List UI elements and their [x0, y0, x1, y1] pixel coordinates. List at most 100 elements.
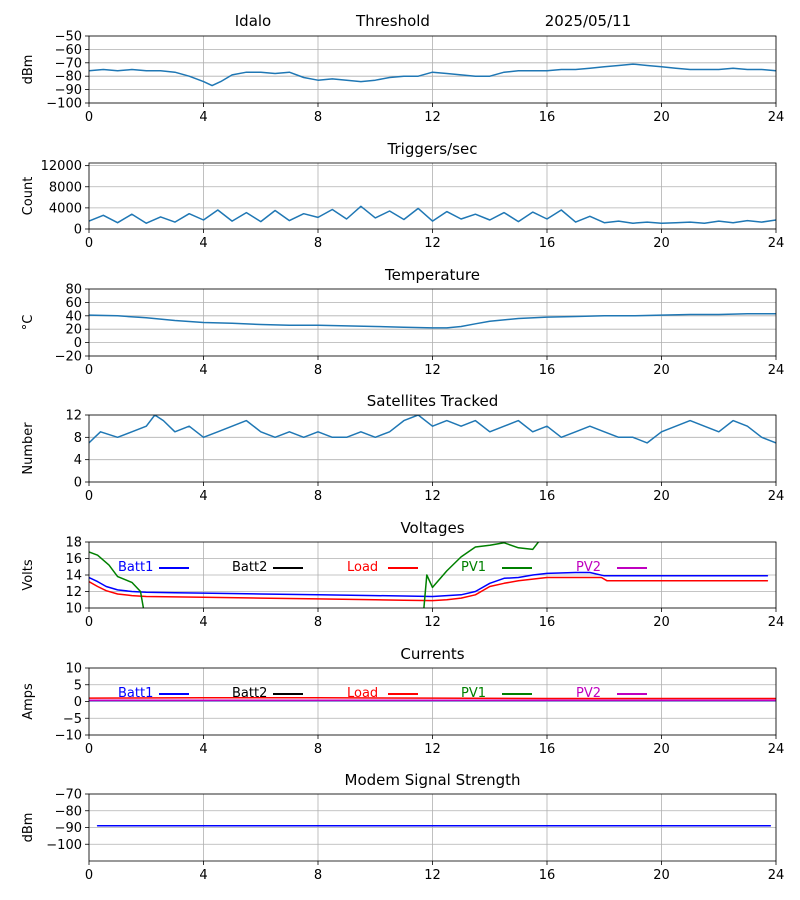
chart-title: Triggers/sec [387, 140, 478, 158]
y-axis-label: Number [21, 422, 36, 475]
x-tick-label: 24 [768, 489, 785, 504]
legend-label-batt1: Batt1 [118, 560, 153, 575]
y-tick-label: 10 [65, 602, 82, 617]
chart-triggers: 0 4 8 12 16 20 24 0 4000 8000 12000 Triggers/sec Cou… [21, 140, 784, 251]
x-tick-label: 0 [85, 868, 93, 883]
series-line-load-2 [89, 697, 776, 700]
legend-label-pv1: PV1 [461, 686, 486, 701]
y-tick-label: −90 [55, 821, 82, 836]
x-tick-label: 4 [199, 363, 207, 378]
x-tick-label: 12 [424, 615, 441, 630]
y-tick-label: 60 [65, 296, 82, 311]
series-line-temperature-0 [89, 313, 776, 329]
series-line-pv1-2 [89, 551, 145, 608]
y-tick-label: 4 [74, 453, 82, 468]
y-axis-label: Amps [21, 683, 36, 720]
x-tick-label: 0 [85, 236, 93, 251]
x-tick-label: 0 [85, 615, 93, 630]
x-tick-label: 8 [314, 615, 322, 630]
x-tick-label: 0 [85, 742, 93, 757]
y-axis-label: °C [21, 315, 36, 331]
x-tick-label: 16 [539, 868, 556, 883]
y-tick-label: 12000 [41, 159, 82, 174]
legend-label-pv1: PV1 [461, 560, 486, 575]
y-tick-label: 12 [65, 585, 82, 600]
y-tick-label: −70 [55, 56, 82, 71]
y-axis-label: Count [21, 177, 36, 216]
x-tick-label: 8 [314, 236, 322, 251]
chart-title: Currents [400, 645, 464, 663]
y-tick-label: 4000 [49, 201, 82, 216]
y-tick-label: 5 [74, 678, 82, 693]
x-tick-label: 24 [768, 363, 785, 378]
x-tick-label: 16 [539, 742, 556, 757]
y-tick-label: 12 [65, 409, 82, 424]
y-tick-label: −80 [55, 70, 82, 85]
x-tick-label: 8 [314, 868, 322, 883]
chart-title: Satellites Tracked [367, 392, 498, 410]
y-tick-label: −5 [63, 712, 82, 727]
x-tick-label: 16 [539, 236, 556, 251]
series-line-satellites-0 [89, 415, 776, 444]
x-tick-label: 4 [199, 868, 207, 883]
y-tick-label: 8000 [49, 180, 82, 195]
y-tick-label: 14 [65, 569, 82, 584]
x-tick-label: 24 [768, 868, 785, 883]
legend-label-batt2: Batt2 [232, 560, 267, 575]
y-tick-label: 10 [65, 662, 82, 677]
y-tick-label: −100 [46, 838, 82, 853]
x-tick-label: 20 [653, 110, 670, 125]
series-line-triggers-0 [89, 205, 776, 224]
chart-signal: 0 4 8 12 16 20 24 −100−90−80−70−60−50 dBm [21, 30, 784, 126]
y-axis-label: dBm [21, 813, 36, 843]
chart-modem: 0 4 8 12 16 20 24 −100 −90 −80−70 Modem Signal Str… [21, 771, 784, 883]
y-tick-label: −100 [46, 97, 82, 112]
y-tick-label: 40 [65, 309, 82, 324]
x-tick-label: 24 [768, 742, 785, 757]
x-tick-label: 0 [85, 489, 93, 504]
x-tick-label: 24 [768, 110, 785, 125]
x-tick-label: 12 [424, 742, 441, 757]
y-tick-label: −80 [55, 804, 82, 819]
legend-label-load: Load [347, 560, 378, 575]
x-tick-label: 20 [653, 868, 670, 883]
series-line-batt1-0 [89, 571, 769, 598]
legend-label-batt2: Batt2 [232, 686, 267, 701]
y-axis-label: dBm [21, 55, 36, 85]
x-tick-label: 20 [653, 489, 670, 504]
chart-title: Temperature [384, 266, 480, 284]
chart-satellites: 0 4 8 12 16 20 24 0 4 8 12 Satellites Tracked Number [21, 392, 784, 504]
y-tick-label: 0 [74, 223, 82, 238]
y-tick-label: −70 [55, 788, 82, 803]
x-tick-label: 20 [653, 615, 670, 630]
legend-label-pv2: PV2 [576, 560, 601, 575]
x-tick-label: 12 [424, 489, 441, 504]
x-tick-label: 4 [199, 615, 207, 630]
header-mode: Threshold [355, 12, 430, 30]
x-tick-label: 0 [85, 110, 93, 125]
chart-title: Modem Signal Strength [345, 771, 521, 789]
y-tick-label: 0 [74, 336, 82, 351]
y-tick-label: −60 [55, 43, 82, 58]
x-tick-label: 16 [539, 110, 556, 125]
x-tick-label: 0 [85, 363, 93, 378]
y-tick-label: 18 [65, 536, 82, 551]
series-line-pv1-3 [423, 542, 540, 608]
x-tick-label: 4 [199, 489, 207, 504]
x-tick-label: 20 [653, 363, 670, 378]
header-station: Idalo [235, 12, 271, 30]
x-tick-label: 12 [424, 363, 441, 378]
legend-label-batt1: Batt1 [118, 686, 153, 701]
series-line-signal-0 [89, 63, 776, 87]
x-tick-label: 4 [199, 236, 207, 251]
y-tick-label: 16 [65, 552, 82, 567]
y-tick-label: 0 [74, 476, 82, 491]
legend-label-load: Load [347, 686, 378, 701]
y-tick-label: 20 [65, 323, 82, 338]
x-tick-label: 16 [539, 489, 556, 504]
header-date: 2025/05/11 [545, 12, 631, 30]
x-tick-label: 24 [768, 236, 785, 251]
